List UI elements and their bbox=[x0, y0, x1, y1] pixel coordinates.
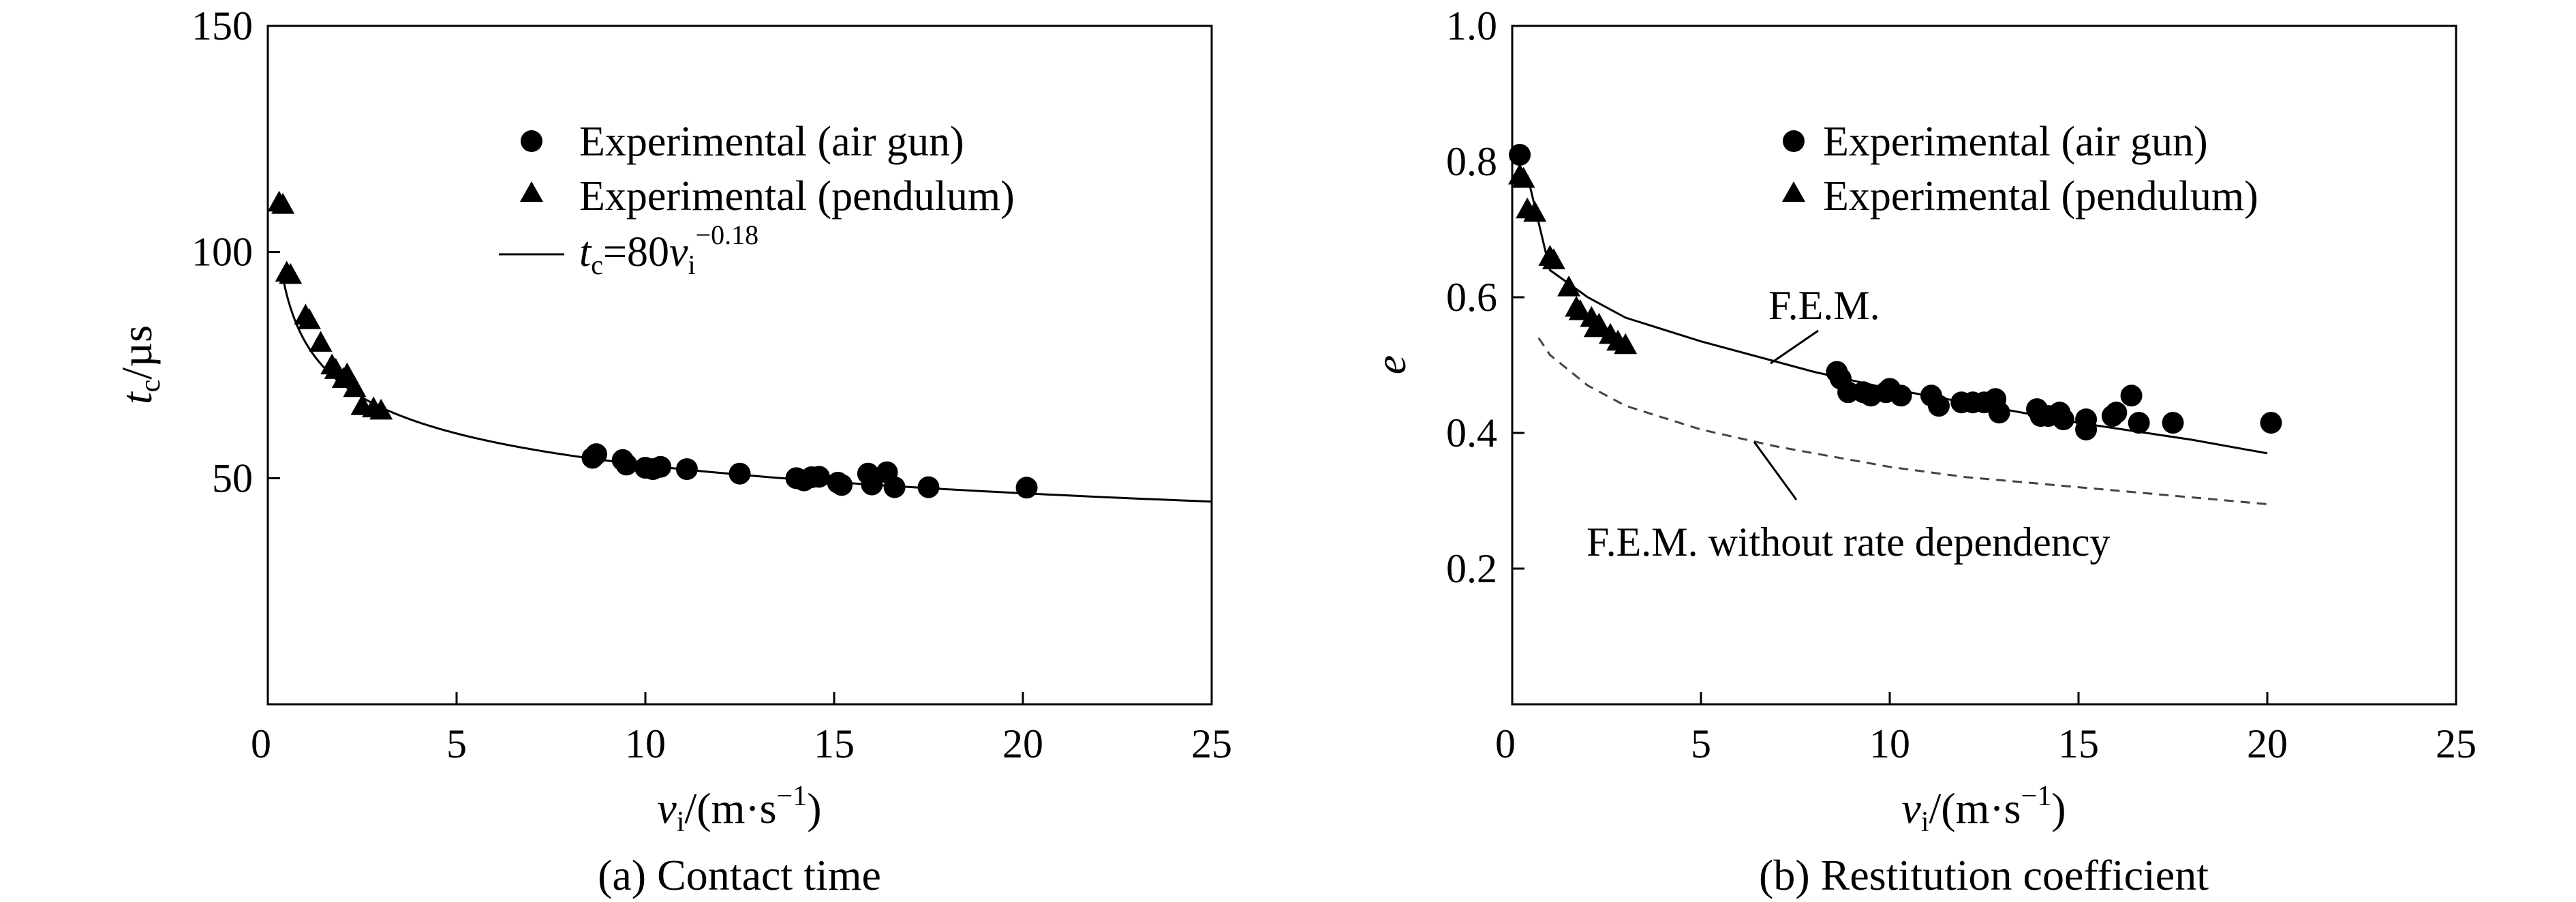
panel-b-x-tick-label: 10 bbox=[1869, 721, 1910, 766]
panel-b-x-tick-label: 15 bbox=[2058, 721, 2099, 766]
panel-a-x-tick-label: 25 bbox=[1191, 721, 1232, 766]
legend-b-circle-marker bbox=[1783, 130, 1805, 152]
panel-a-y-tick-label: 150 bbox=[191, 3, 253, 48]
panel-a-x-tick-label: 10 bbox=[625, 721, 666, 766]
panel-a-x-tick-label: 15 bbox=[814, 721, 855, 766]
panel-b-caption: (b) Restitution coefficient bbox=[1759, 851, 2209, 899]
panel-b-series-0-point bbox=[1928, 395, 1950, 417]
panel-b-y-tick-label: 0.4 bbox=[1446, 410, 1497, 455]
legend-a-pendulum-label: Experimental (pendulum) bbox=[579, 173, 1015, 220]
panel-b-x-tick-label: 0 bbox=[1495, 721, 1516, 766]
panel-a-y-axis-label: tc/µs bbox=[112, 325, 166, 404]
panel-a-contact-time: 0 5 10 15 20 25 50 100 150 Experimental (air gun… bbox=[112, 3, 1232, 899]
panel-a-ticks bbox=[268, 25, 1213, 704]
panel-b-series-0-point bbox=[2105, 402, 2128, 424]
legend-b-air-gun-label: Experimental (air gun) bbox=[1823, 119, 2208, 165]
panel-a-series-1-point bbox=[309, 331, 333, 352]
panel-b-series-1-point bbox=[1523, 200, 1547, 222]
panel-b-x-axis-label: vi/(m·s−1) bbox=[1901, 781, 2066, 838]
panel-a-caption: (a) Contact time bbox=[598, 851, 881, 899]
panel-a-series-0-point bbox=[1015, 477, 1038, 499]
panel-a-series-2-line bbox=[281, 277, 1212, 503]
panel-b-series-0-point bbox=[2260, 412, 2282, 434]
panel-b-series-0-point bbox=[1837, 381, 1860, 404]
panel-a-series-0-point bbox=[585, 443, 607, 466]
panel-a-series-1-point bbox=[335, 362, 359, 384]
panel-b-fem-annotation: F.E.M. bbox=[1768, 283, 1880, 328]
panel-b-fem-no-rate-leader-line bbox=[1753, 441, 1798, 500]
panel-a-series-0-point bbox=[883, 476, 906, 498]
panel-a-legend: Experimental (air gun) Experimental (pen… bbox=[499, 119, 1015, 280]
panel-b-series-2-line bbox=[1526, 175, 2268, 455]
panel-a-series-1-point bbox=[369, 398, 393, 420]
panel-b-y-axis-label: e bbox=[1366, 355, 1415, 374]
panel-a-x-tick-label: 0 bbox=[251, 721, 271, 766]
panel-a-plot-frame bbox=[266, 25, 1213, 706]
panel-a-y-tick-label: 100 bbox=[191, 230, 253, 275]
panel-b-y-tick-label: 0.6 bbox=[1446, 275, 1497, 320]
panel-b-series-0-point bbox=[2120, 385, 2143, 407]
panel-a-series bbox=[267, 190, 1212, 503]
panel-a-x-axis-label: vi/(m·s−1) bbox=[657, 781, 821, 838]
panel-b-series-1-point bbox=[1568, 299, 1592, 320]
panel-b-series-0-point bbox=[1988, 402, 2010, 424]
panel-a-series-1-point bbox=[297, 308, 321, 329]
panel-b-fem-leader-line bbox=[1770, 329, 1819, 365]
panel-b-legend: Experimental (air gun) Experimental (pen… bbox=[1782, 119, 2258, 220]
panel-b-series-0-point bbox=[1509, 144, 1531, 166]
panel-b-series-0-point bbox=[1890, 385, 1912, 407]
panel-b-tick-labels: 0 5 10 15 20 25 0.2 0.4 0.6 0.8 1.0 bbox=[1446, 3, 2477, 766]
panel-b-series-1-point bbox=[1614, 333, 1638, 355]
panel-a-x-tick-label: 20 bbox=[1002, 721, 1043, 766]
legend-a-fit-label: tc=80vi−0.18 bbox=[579, 220, 758, 280]
legend-a-air-gun-label: Experimental (air gun) bbox=[579, 119, 964, 165]
panel-b-restitution-coefficient: 0 5 10 15 20 25 0.2 0.4 0.6 0.8 1.0 Experimental (… bbox=[1366, 3, 2477, 899]
panel-a-series-1-point bbox=[271, 193, 295, 214]
panel-b-y-tick-label: 1.0 bbox=[1446, 3, 1497, 48]
panel-a-x-tick-label: 5 bbox=[446, 721, 467, 766]
panel-b-series-3-line bbox=[1537, 337, 2268, 505]
panel-b-x-tick-label: 5 bbox=[1691, 721, 1711, 766]
panel-b-series-0-point bbox=[2162, 412, 2184, 434]
panel-b-fem-no-rate-annotation: F.E.M. without rate dependency bbox=[1586, 520, 2110, 565]
panel-a-series-0-point bbox=[831, 474, 853, 496]
panel-b-series-1-point bbox=[1587, 312, 1611, 334]
panel-a-series-1-point bbox=[279, 262, 303, 284]
panel-a-series-1-point bbox=[343, 376, 367, 397]
panel-a-y-tick-label: 50 bbox=[212, 455, 253, 500]
panel-b-y-tick-label: 0.2 bbox=[1446, 546, 1497, 591]
panel-b-x-tick-label: 20 bbox=[2247, 721, 2288, 766]
panel-b-series-0-point bbox=[2128, 412, 2150, 434]
panel-a-series-0-point bbox=[615, 453, 638, 476]
panel-b-y-tick-label: 0.8 bbox=[1446, 139, 1497, 184]
legend-a-circle-marker bbox=[521, 130, 542, 152]
panel-a-series-0-point bbox=[808, 466, 830, 488]
panel-a-tick-labels: 0 5 10 15 20 25 50 100 150 bbox=[191, 3, 1232, 766]
panel-b-x-tick-label: 25 bbox=[2436, 721, 2477, 766]
legend-a-triangle-marker bbox=[520, 181, 543, 202]
panel-b-series bbox=[1508, 144, 2282, 505]
panel-b-series-1-point bbox=[1557, 275, 1581, 297]
panel-b-plot-frame bbox=[1511, 25, 2457, 706]
legend-b-pendulum-label: Experimental (pendulum) bbox=[1823, 173, 2258, 220]
legend-b-triangle-marker bbox=[1782, 181, 1805, 202]
